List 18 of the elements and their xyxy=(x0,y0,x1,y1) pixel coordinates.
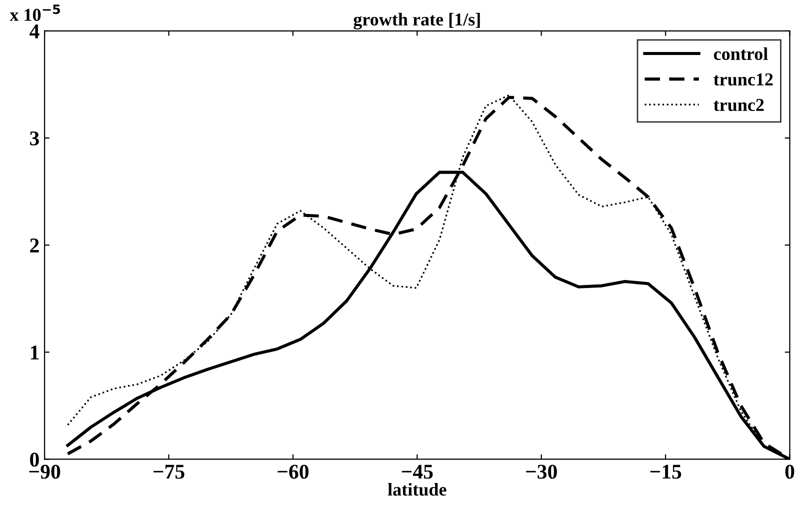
chart-title: growth rate [1/s] xyxy=(354,12,480,30)
legend-label: control xyxy=(714,47,768,60)
legend-label: trunc2 xyxy=(714,98,764,112)
text: x 10$^{−5}$ xyxy=(10,4,60,21)
legend-label: trunc12 xyxy=(714,73,773,86)
x-tick-label: −45 xyxy=(402,464,433,479)
x-axis-title: latitude xyxy=(388,482,446,496)
x-tick-label: −15 xyxy=(650,464,682,479)
y-tick-label: 3 xyxy=(30,131,39,146)
x-tick-label: −60 xyxy=(278,464,309,479)
y-tick-label: 2 xyxy=(30,238,39,252)
x-tick-label: −90 xyxy=(29,464,60,479)
y-tick-label: 1 xyxy=(30,346,39,360)
y-tick-label: 4 xyxy=(30,24,40,38)
x-tick-label: −75 xyxy=(154,464,184,479)
y-tick-label: 0 xyxy=(30,452,39,467)
x-tick-label: −30 xyxy=(526,464,557,479)
x-tick-label: 0 xyxy=(785,464,794,479)
